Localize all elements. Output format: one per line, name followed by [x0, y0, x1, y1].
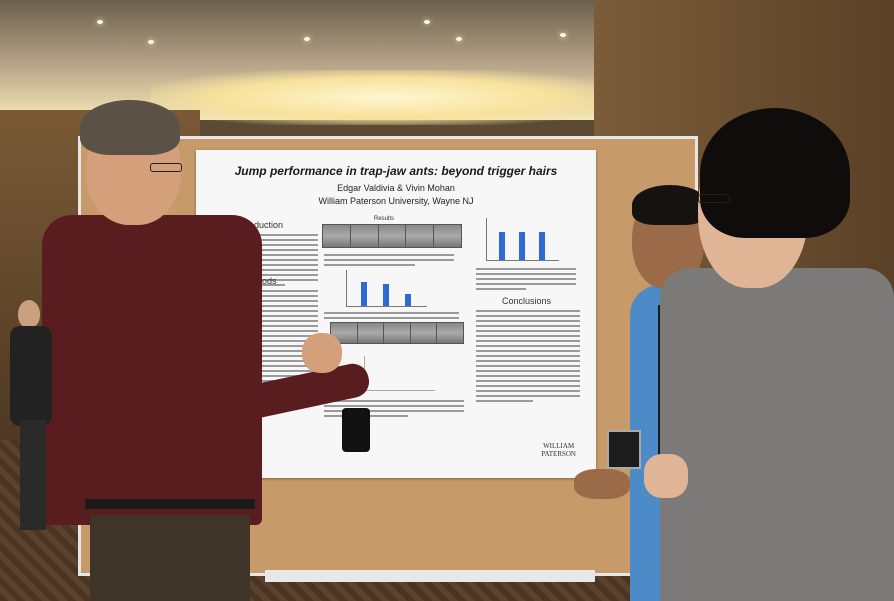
black-cup: [342, 408, 370, 452]
belt: [85, 499, 255, 509]
research-poster: Jump performance in trap-jaw ants: beyon…: [196, 150, 596, 478]
poster-authors: Edgar Valdivia & Vivin Mohan: [337, 183, 455, 193]
glasses: [698, 194, 730, 203]
university-logo: WILLIAM PATERSON: [541, 442, 576, 458]
chart-bar: [499, 232, 505, 260]
ceiling-light: [456, 37, 462, 41]
grey-suit-jacket: [660, 268, 894, 601]
poster-bar-chart: [346, 270, 427, 307]
ceiling-light: [424, 20, 430, 24]
poster-text-block: [476, 310, 580, 405]
logo-line: WILLIAM: [543, 442, 575, 450]
dark-jacket: [10, 326, 52, 426]
poster-line-chart: [364, 356, 435, 391]
chart-bar: [405, 294, 411, 306]
face: [18, 300, 40, 328]
poster-section-conclusions: Conclusions: [502, 296, 552, 306]
poster-title: Jump performance in trap-jaw ants: beyon…: [234, 164, 558, 178]
ceiling-light: [148, 40, 154, 44]
poster-board-stand: [265, 570, 595, 582]
trousers: [90, 515, 250, 601]
poster-bar-chart: [486, 218, 559, 261]
hair: [80, 100, 180, 155]
person-student-grey-suit: [640, 108, 894, 601]
glasses: [150, 163, 182, 172]
poster-caption: [324, 254, 454, 269]
ceiling-cove-light: [150, 70, 620, 125]
poster-caption: [324, 312, 459, 322]
person-background-attendee: [6, 300, 56, 540]
trousers: [20, 420, 46, 530]
hands: [574, 469, 630, 499]
hair: [632, 185, 708, 225]
hands: [644, 454, 688, 498]
chart-bar: [383, 284, 389, 306]
video-frame-strip: [330, 322, 464, 344]
ceiling-light: [97, 20, 103, 24]
chart-bar: [361, 282, 367, 306]
poster-affiliation: William Paterson University, Wayne NJ: [318, 196, 474, 206]
hair: [700, 108, 850, 238]
poster-section-introduction: Introduction: [236, 220, 284, 230]
chart-bar: [519, 232, 525, 260]
ceiling-light: [304, 37, 310, 41]
poster-section-results: Results: [374, 216, 395, 222]
person-left-presenter: [30, 95, 373, 601]
poster-caption: [476, 268, 576, 293]
video-frame-strip: [322, 224, 462, 248]
monitor: [607, 430, 641, 469]
ceiling-light: [560, 33, 566, 37]
logo-line: PATERSON: [541, 450, 576, 458]
chart-bar: [539, 232, 545, 260]
poster-text-block: [208, 290, 318, 390]
hand: [302, 333, 342, 373]
maroon-shirt: [42, 215, 262, 525]
